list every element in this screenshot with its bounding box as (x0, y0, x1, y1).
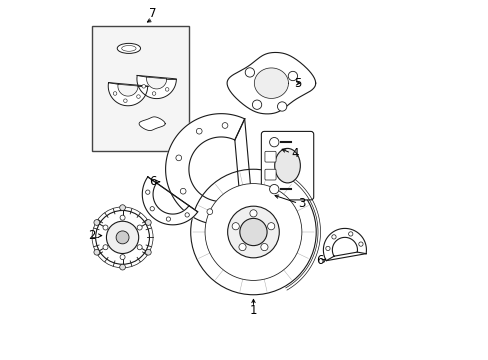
Text: 5: 5 (294, 77, 302, 90)
Circle shape (145, 220, 151, 225)
Circle shape (331, 235, 335, 239)
Circle shape (184, 213, 189, 217)
Circle shape (244, 68, 254, 77)
Circle shape (166, 217, 170, 221)
Circle shape (106, 221, 139, 253)
Circle shape (267, 222, 274, 230)
Circle shape (165, 87, 169, 91)
Text: 1: 1 (249, 305, 257, 318)
Circle shape (239, 219, 266, 246)
Circle shape (120, 255, 125, 260)
Circle shape (269, 138, 278, 147)
Circle shape (145, 249, 151, 255)
Circle shape (142, 85, 145, 88)
Text: 7: 7 (149, 7, 157, 20)
Circle shape (120, 215, 125, 220)
Circle shape (94, 220, 100, 225)
Circle shape (348, 232, 352, 236)
FancyBboxPatch shape (264, 169, 276, 180)
Ellipse shape (117, 43, 140, 53)
Circle shape (204, 184, 301, 280)
Circle shape (120, 205, 125, 211)
Circle shape (120, 264, 125, 270)
Circle shape (222, 123, 227, 129)
Ellipse shape (122, 45, 136, 51)
Circle shape (260, 243, 267, 251)
Circle shape (287, 71, 297, 81)
Circle shape (103, 225, 108, 230)
Circle shape (190, 169, 316, 295)
FancyBboxPatch shape (264, 151, 276, 162)
Bar (92, 26, 188, 151)
Polygon shape (139, 117, 165, 131)
Circle shape (145, 190, 150, 194)
Circle shape (232, 222, 239, 230)
Polygon shape (137, 76, 176, 99)
Polygon shape (226, 53, 315, 114)
Text: 2: 2 (88, 229, 96, 242)
Circle shape (103, 245, 108, 250)
Polygon shape (254, 68, 288, 98)
Circle shape (116, 231, 129, 244)
Text: 6: 6 (149, 175, 157, 188)
Circle shape (137, 245, 142, 250)
Circle shape (206, 209, 212, 215)
Text: 6: 6 (315, 254, 323, 267)
Circle shape (137, 225, 142, 230)
Circle shape (196, 128, 202, 134)
Circle shape (180, 188, 185, 194)
Circle shape (113, 92, 117, 95)
Circle shape (150, 207, 154, 211)
Circle shape (269, 184, 278, 194)
FancyBboxPatch shape (261, 131, 313, 200)
Circle shape (152, 92, 156, 95)
Polygon shape (323, 228, 366, 261)
Polygon shape (142, 177, 197, 225)
Circle shape (123, 99, 127, 103)
Circle shape (358, 242, 362, 246)
Ellipse shape (274, 148, 300, 183)
Text: 3: 3 (298, 197, 305, 210)
Circle shape (227, 206, 279, 258)
Polygon shape (108, 82, 147, 106)
Text: 4: 4 (290, 147, 298, 159)
Circle shape (249, 210, 257, 217)
Circle shape (137, 95, 140, 98)
Circle shape (239, 243, 245, 251)
Circle shape (176, 155, 181, 161)
Circle shape (94, 249, 100, 255)
Circle shape (277, 102, 286, 111)
Circle shape (325, 246, 329, 251)
Circle shape (252, 100, 261, 109)
Polygon shape (165, 114, 253, 225)
Circle shape (96, 211, 149, 264)
